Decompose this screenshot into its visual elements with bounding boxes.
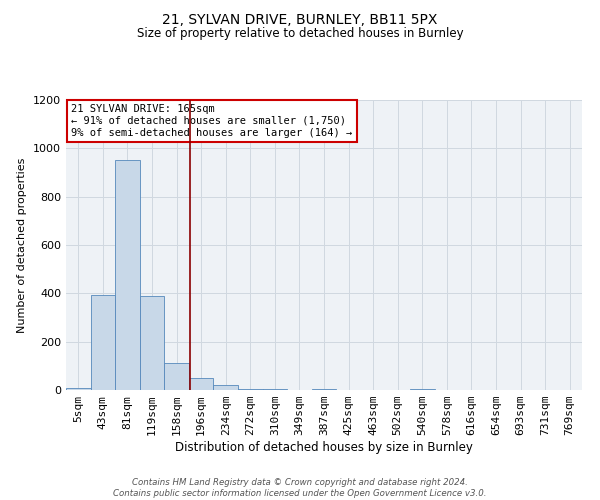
- Bar: [164, 364, 189, 390]
- Bar: [66, 388, 91, 390]
- Y-axis label: Number of detached properties: Number of detached properties: [17, 158, 28, 332]
- Bar: [91, 294, 115, 390]
- Text: Size of property relative to detached houses in Burnley: Size of property relative to detached ho…: [137, 28, 463, 40]
- Bar: [214, 385, 238, 390]
- Bar: [140, 296, 164, 390]
- Bar: [189, 378, 214, 390]
- Bar: [115, 160, 140, 390]
- X-axis label: Distribution of detached houses by size in Burnley: Distribution of detached houses by size …: [175, 441, 473, 454]
- Text: 21 SYLVAN DRIVE: 165sqm
← 91% of detached houses are smaller (1,750)
9% of semi-: 21 SYLVAN DRIVE: 165sqm ← 91% of detache…: [71, 104, 352, 138]
- Text: Contains HM Land Registry data © Crown copyright and database right 2024.
Contai: Contains HM Land Registry data © Crown c…: [113, 478, 487, 498]
- Text: 21, SYLVAN DRIVE, BURNLEY, BB11 5PX: 21, SYLVAN DRIVE, BURNLEY, BB11 5PX: [163, 12, 437, 26]
